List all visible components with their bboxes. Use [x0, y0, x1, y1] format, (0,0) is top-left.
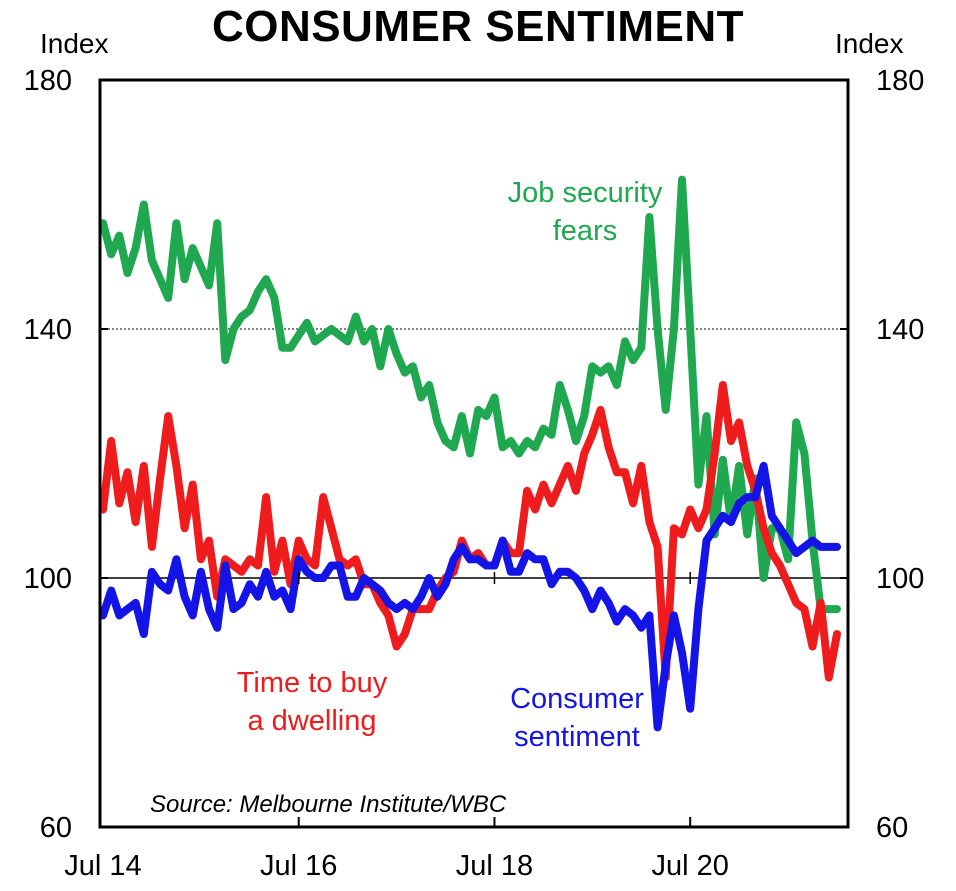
x-tick-jul-20: Jul 20	[652, 850, 729, 882]
y-tick-right-60: 60	[876, 812, 908, 844]
series-label-consumer-sentiment-2: sentiment	[514, 721, 640, 753]
series-label-job-security-fears-2: fears	[553, 215, 617, 247]
series-label-job-security-fears-1: Job security	[508, 177, 663, 209]
left-axis-unit-label: Index	[40, 28, 109, 59]
x-tick-jul-14: Jul 14	[64, 850, 141, 882]
y-tick-left-140: 140	[24, 314, 72, 346]
series-label-time-to-buy-a-dwelling-2: a dwelling	[248, 705, 377, 737]
series-line-time-to-buy-a-dwelling	[99, 381, 841, 682]
y-tick-right-100: 100	[876, 563, 924, 595]
right-axis-unit-label: Index	[835, 28, 904, 59]
plot-frame	[98, 78, 850, 829]
x-tick-jul-18: Jul 18	[456, 850, 533, 882]
y-tick-left-100: 100	[24, 563, 72, 595]
series-line-consumer-sentiment	[99, 461, 841, 732]
source-note: Source: Melbourne Institute/WBC	[150, 791, 507, 818]
x-tick-jul-16: Jul 16	[260, 850, 337, 882]
y-tick-left-60: 60	[40, 812, 72, 844]
series-label-time-to-buy-a-dwelling-1: Time to buy	[237, 667, 388, 699]
y-tick-right-140: 140	[876, 314, 924, 346]
y-tick-left-180: 180	[24, 65, 72, 97]
y-tick-right-180: 180	[876, 65, 924, 97]
chart-title: CONSUMER SENTIMENT	[211, 2, 745, 51]
series-label-consumer-sentiment-1: Consumer	[510, 683, 644, 715]
